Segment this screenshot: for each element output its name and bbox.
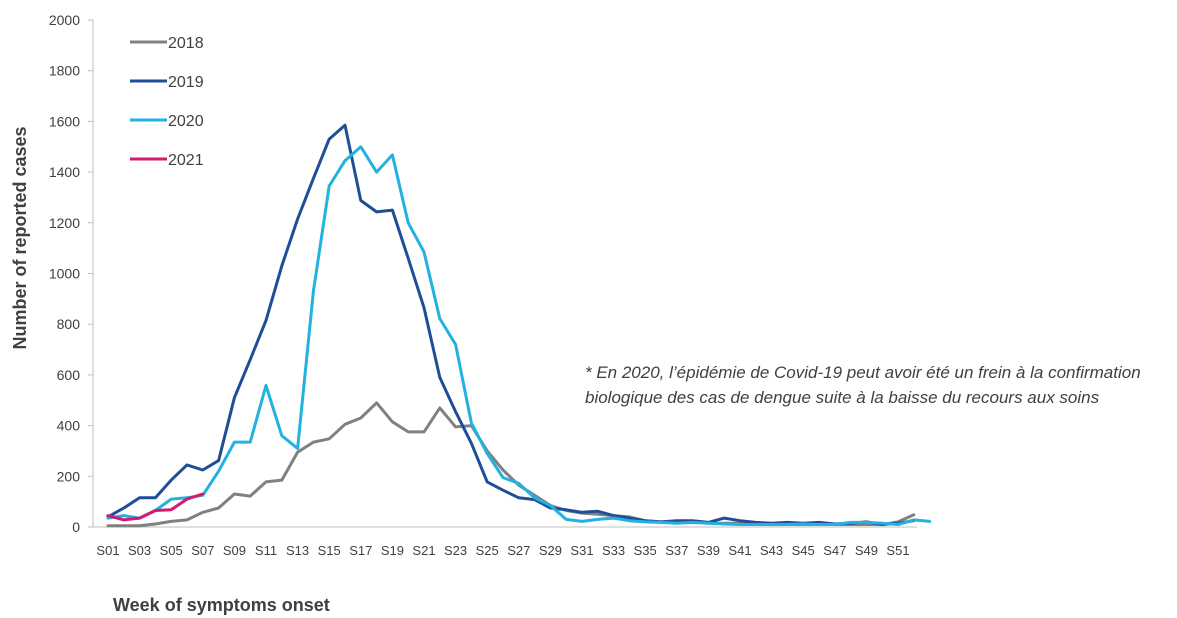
- x-tick-label: S03: [128, 543, 151, 558]
- x-tick-label: S47: [823, 543, 846, 558]
- y-tick-label: 2000: [49, 12, 80, 28]
- x-tick-label: S31: [570, 543, 593, 558]
- x-tick-label: S35: [634, 543, 657, 558]
- x-tick-label: S25: [476, 543, 499, 558]
- x-tick-label: S09: [223, 543, 246, 558]
- y-axis-title: Number of reported cases: [10, 126, 30, 349]
- x-ticks: S01 S03 S05 S07 S09 S11 S13 S15 S17 S19 S21 S23 S25 S…: [96, 543, 909, 558]
- x-tick-label: S39: [697, 543, 720, 558]
- x-tick-label: S07: [191, 543, 214, 558]
- x-tick-label: S13: [286, 543, 309, 558]
- y-ticks: 0 200 400 600 800 1000 1200 1400 1600 1800 2000: [49, 12, 93, 535]
- series-line-2019: [106, 123, 916, 526]
- legend: 2018 2019 2020 2021: [130, 35, 204, 169]
- legend-label-2021: 2021: [168, 152, 204, 169]
- y-tick-label: 200: [57, 468, 81, 484]
- x-tick-label: S49: [855, 543, 878, 558]
- legend-label-2019: 2019: [168, 74, 204, 91]
- chart-footnote: * En 2020, l’épidémie de Covid-19 peut a…: [585, 363, 1141, 407]
- axes: [92, 20, 917, 528]
- x-tick-label: S45: [792, 543, 815, 558]
- series-line-2021: [106, 492, 205, 522]
- y-tick-label: 600: [57, 367, 81, 383]
- y-tick-label: 800: [57, 316, 81, 332]
- x-tick-label: S21: [412, 543, 435, 558]
- y-tick-label: 1400: [49, 164, 80, 180]
- y-tick-label: 1200: [49, 215, 80, 231]
- x-tick-label: S17: [349, 543, 372, 558]
- x-tick-label: S41: [728, 543, 751, 558]
- y-tick-label: 400: [57, 418, 81, 434]
- x-tick-label: S19: [381, 543, 404, 558]
- x-tick-label: S11: [255, 543, 277, 558]
- x-tick-label: S29: [539, 543, 562, 558]
- series-line-2020: [106, 145, 932, 526]
- x-tick-label: S37: [665, 543, 688, 558]
- series-lines: [106, 123, 932, 528]
- x-axis-title: Week of symptoms onset: [113, 595, 330, 615]
- legend-label-2018: 2018: [168, 35, 204, 52]
- x-tick-label: S51: [886, 543, 909, 558]
- y-tick-label: 1800: [49, 63, 80, 79]
- x-tick-label: S23: [444, 543, 467, 558]
- y-tick-label: 0: [72, 519, 80, 535]
- x-tick-label: S05: [160, 543, 183, 558]
- legend-label-2020: 2020: [168, 113, 204, 130]
- x-tick-label: S27: [507, 543, 530, 558]
- x-tick-label: S43: [760, 543, 783, 558]
- y-tick-label: 1600: [49, 113, 80, 129]
- x-tick-label: S15: [318, 543, 341, 558]
- x-tick-label: S01: [96, 543, 119, 558]
- x-tick-label: S33: [602, 543, 625, 558]
- y-tick-label: 1000: [49, 266, 80, 282]
